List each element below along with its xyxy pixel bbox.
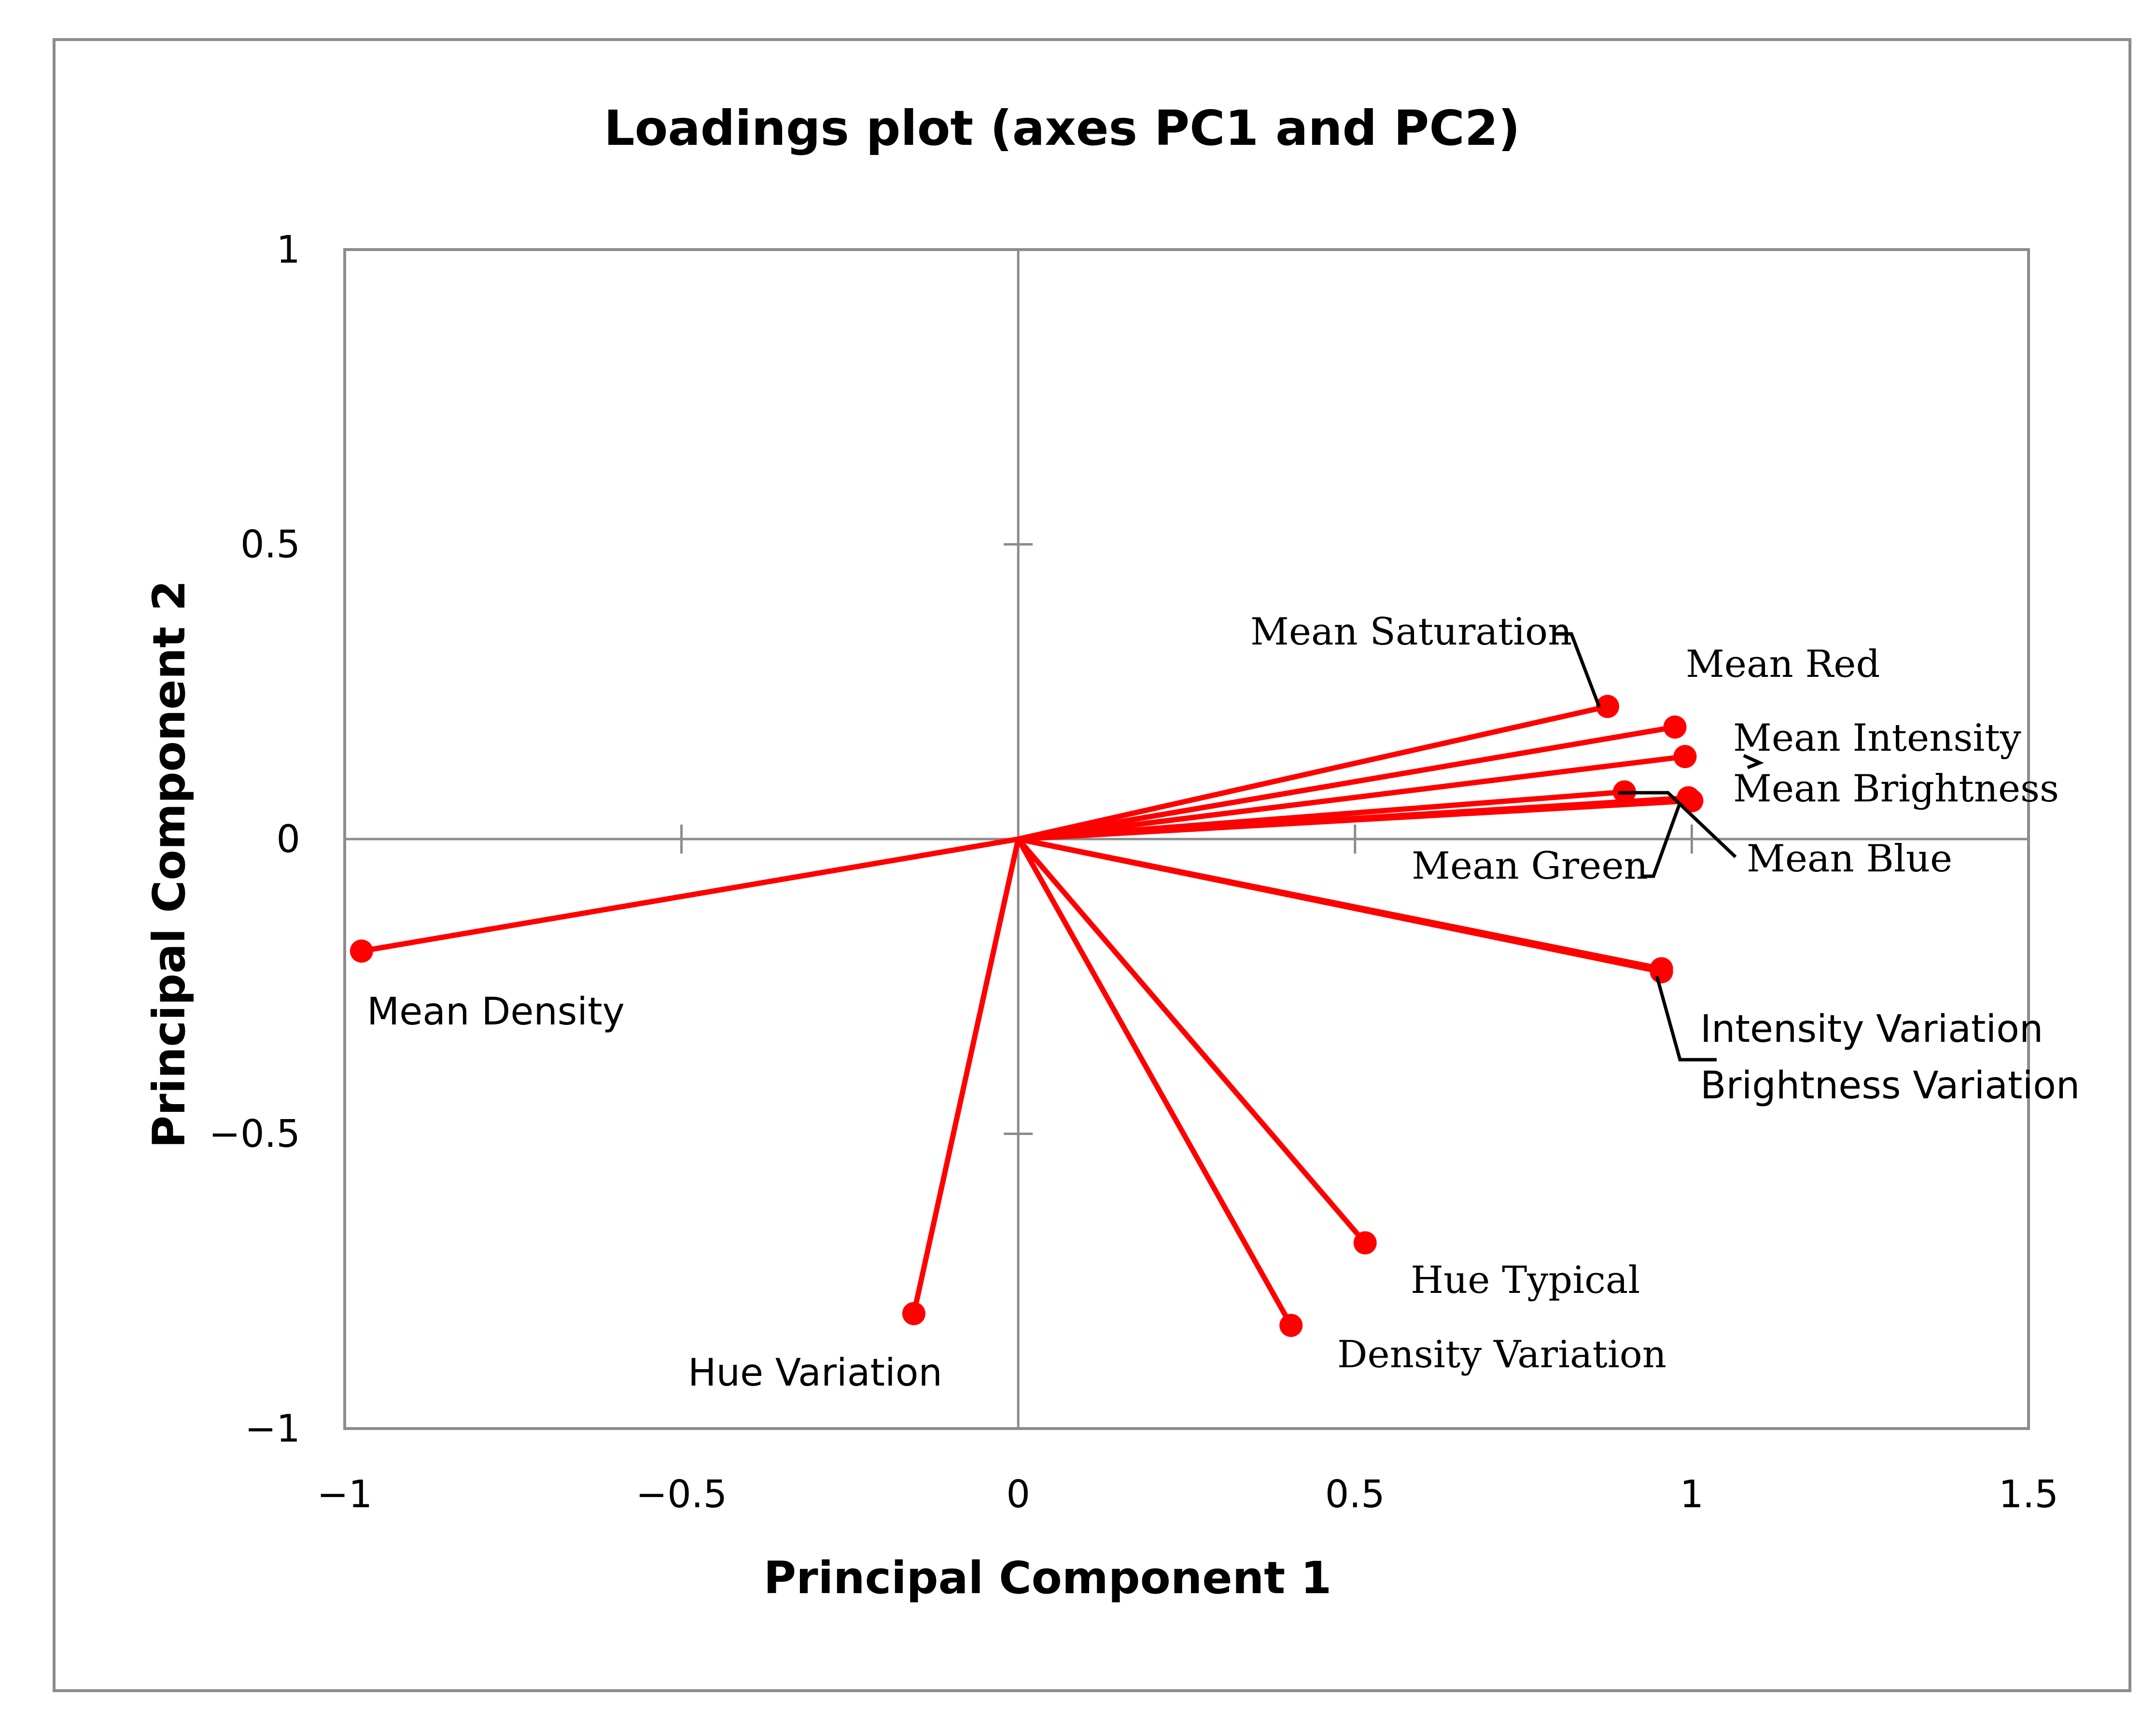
vector-density-variation [1015, 836, 1294, 1328]
zero-axis-ticks [680, 543, 1693, 1135]
x-tick-label: −1 [317, 1473, 373, 1516]
label-hue-typical: Hue Typical [1411, 1259, 1640, 1302]
leader-line [1641, 804, 1681, 878]
point-mean-density [350, 939, 373, 963]
vector-mean-saturation [1015, 703, 1610, 842]
vector-mean-density [359, 836, 1021, 954]
point-mean-saturation [1596, 695, 1619, 718]
point-mean-red [1663, 715, 1687, 739]
leader-line [1743, 754, 1764, 770]
vector-mean-blue [1015, 798, 1694, 842]
leader-line [1618, 791, 1737, 858]
label-mean-red: Mean Red [1686, 643, 1880, 686]
x-tick-labels: −1 −0.5 0 0.5 1 1.5 [317, 1473, 2059, 1516]
x-tick-label: 0 [1006, 1473, 1030, 1516]
y-tick-labels: −1 −0.5 0 0.5 1 [209, 228, 300, 1451]
point-mean-intensity [1673, 745, 1697, 769]
point-density-variation [1279, 1314, 1303, 1337]
point-brightness-variation [1650, 960, 1673, 983]
y-tick-label: −0.5 [209, 1113, 300, 1156]
label-mean-density: Mean Density [367, 990, 625, 1034]
x-tick-label: 1.5 [1999, 1473, 2058, 1516]
x-tick-label: 0.5 [1325, 1473, 1385, 1516]
vector-mean-intensity [1015, 754, 1688, 842]
chart-title: Loadings plot (axes PC1 and PC2) [604, 100, 1520, 156]
point-mean-blue [1680, 789, 1704, 813]
leader-line [1555, 632, 1601, 708]
y-tick-label: 1 [276, 228, 300, 272]
variable-labels: Mean Saturation Mean Red Mean Intensity Mea… [367, 610, 2080, 1395]
label-brightness-variation: Brightness Variation [1700, 1064, 2080, 1107]
label-mean-blue: Mean Blue [1747, 837, 1952, 881]
vector-hue-variation [911, 836, 1021, 1317]
label-density-variation: Density Variation [1337, 1333, 1666, 1376]
label-mean-brightness: Mean Brightness [1733, 767, 2059, 811]
y-tick-label: 0 [276, 818, 300, 861]
point-hue-variation [902, 1302, 925, 1325]
x-tick-label: 1 [1680, 1473, 1704, 1516]
y-axis-label: Principal Component 2 [143, 580, 195, 1148]
label-intensity-variation: Intensity Variation [1700, 1008, 2043, 1051]
y-tick-label: −1 [245, 1407, 300, 1451]
label-hue-variation: Hue Variation [688, 1351, 942, 1395]
x-axis-label: Principal Component 1 [764, 1552, 1331, 1604]
label-mean-green: Mean Green [1412, 844, 1648, 888]
x-tick-label: −0.5 [636, 1473, 727, 1516]
point-hue-typical [1353, 1231, 1377, 1255]
y-tick-label: 0.5 [240, 523, 300, 567]
vector-mean-red [1015, 724, 1678, 842]
leader-line [1655, 976, 1717, 1062]
vector-hue-typical [1015, 836, 1368, 1246]
loading-vectors [350, 695, 1704, 1337]
leader-lines [1555, 632, 1764, 1062]
label-mean-saturation: Mean Saturation [1250, 610, 1572, 654]
vector-brightness-variation [1015, 836, 1665, 975]
label-mean-intensity: Mean Intensity [1733, 716, 2021, 760]
